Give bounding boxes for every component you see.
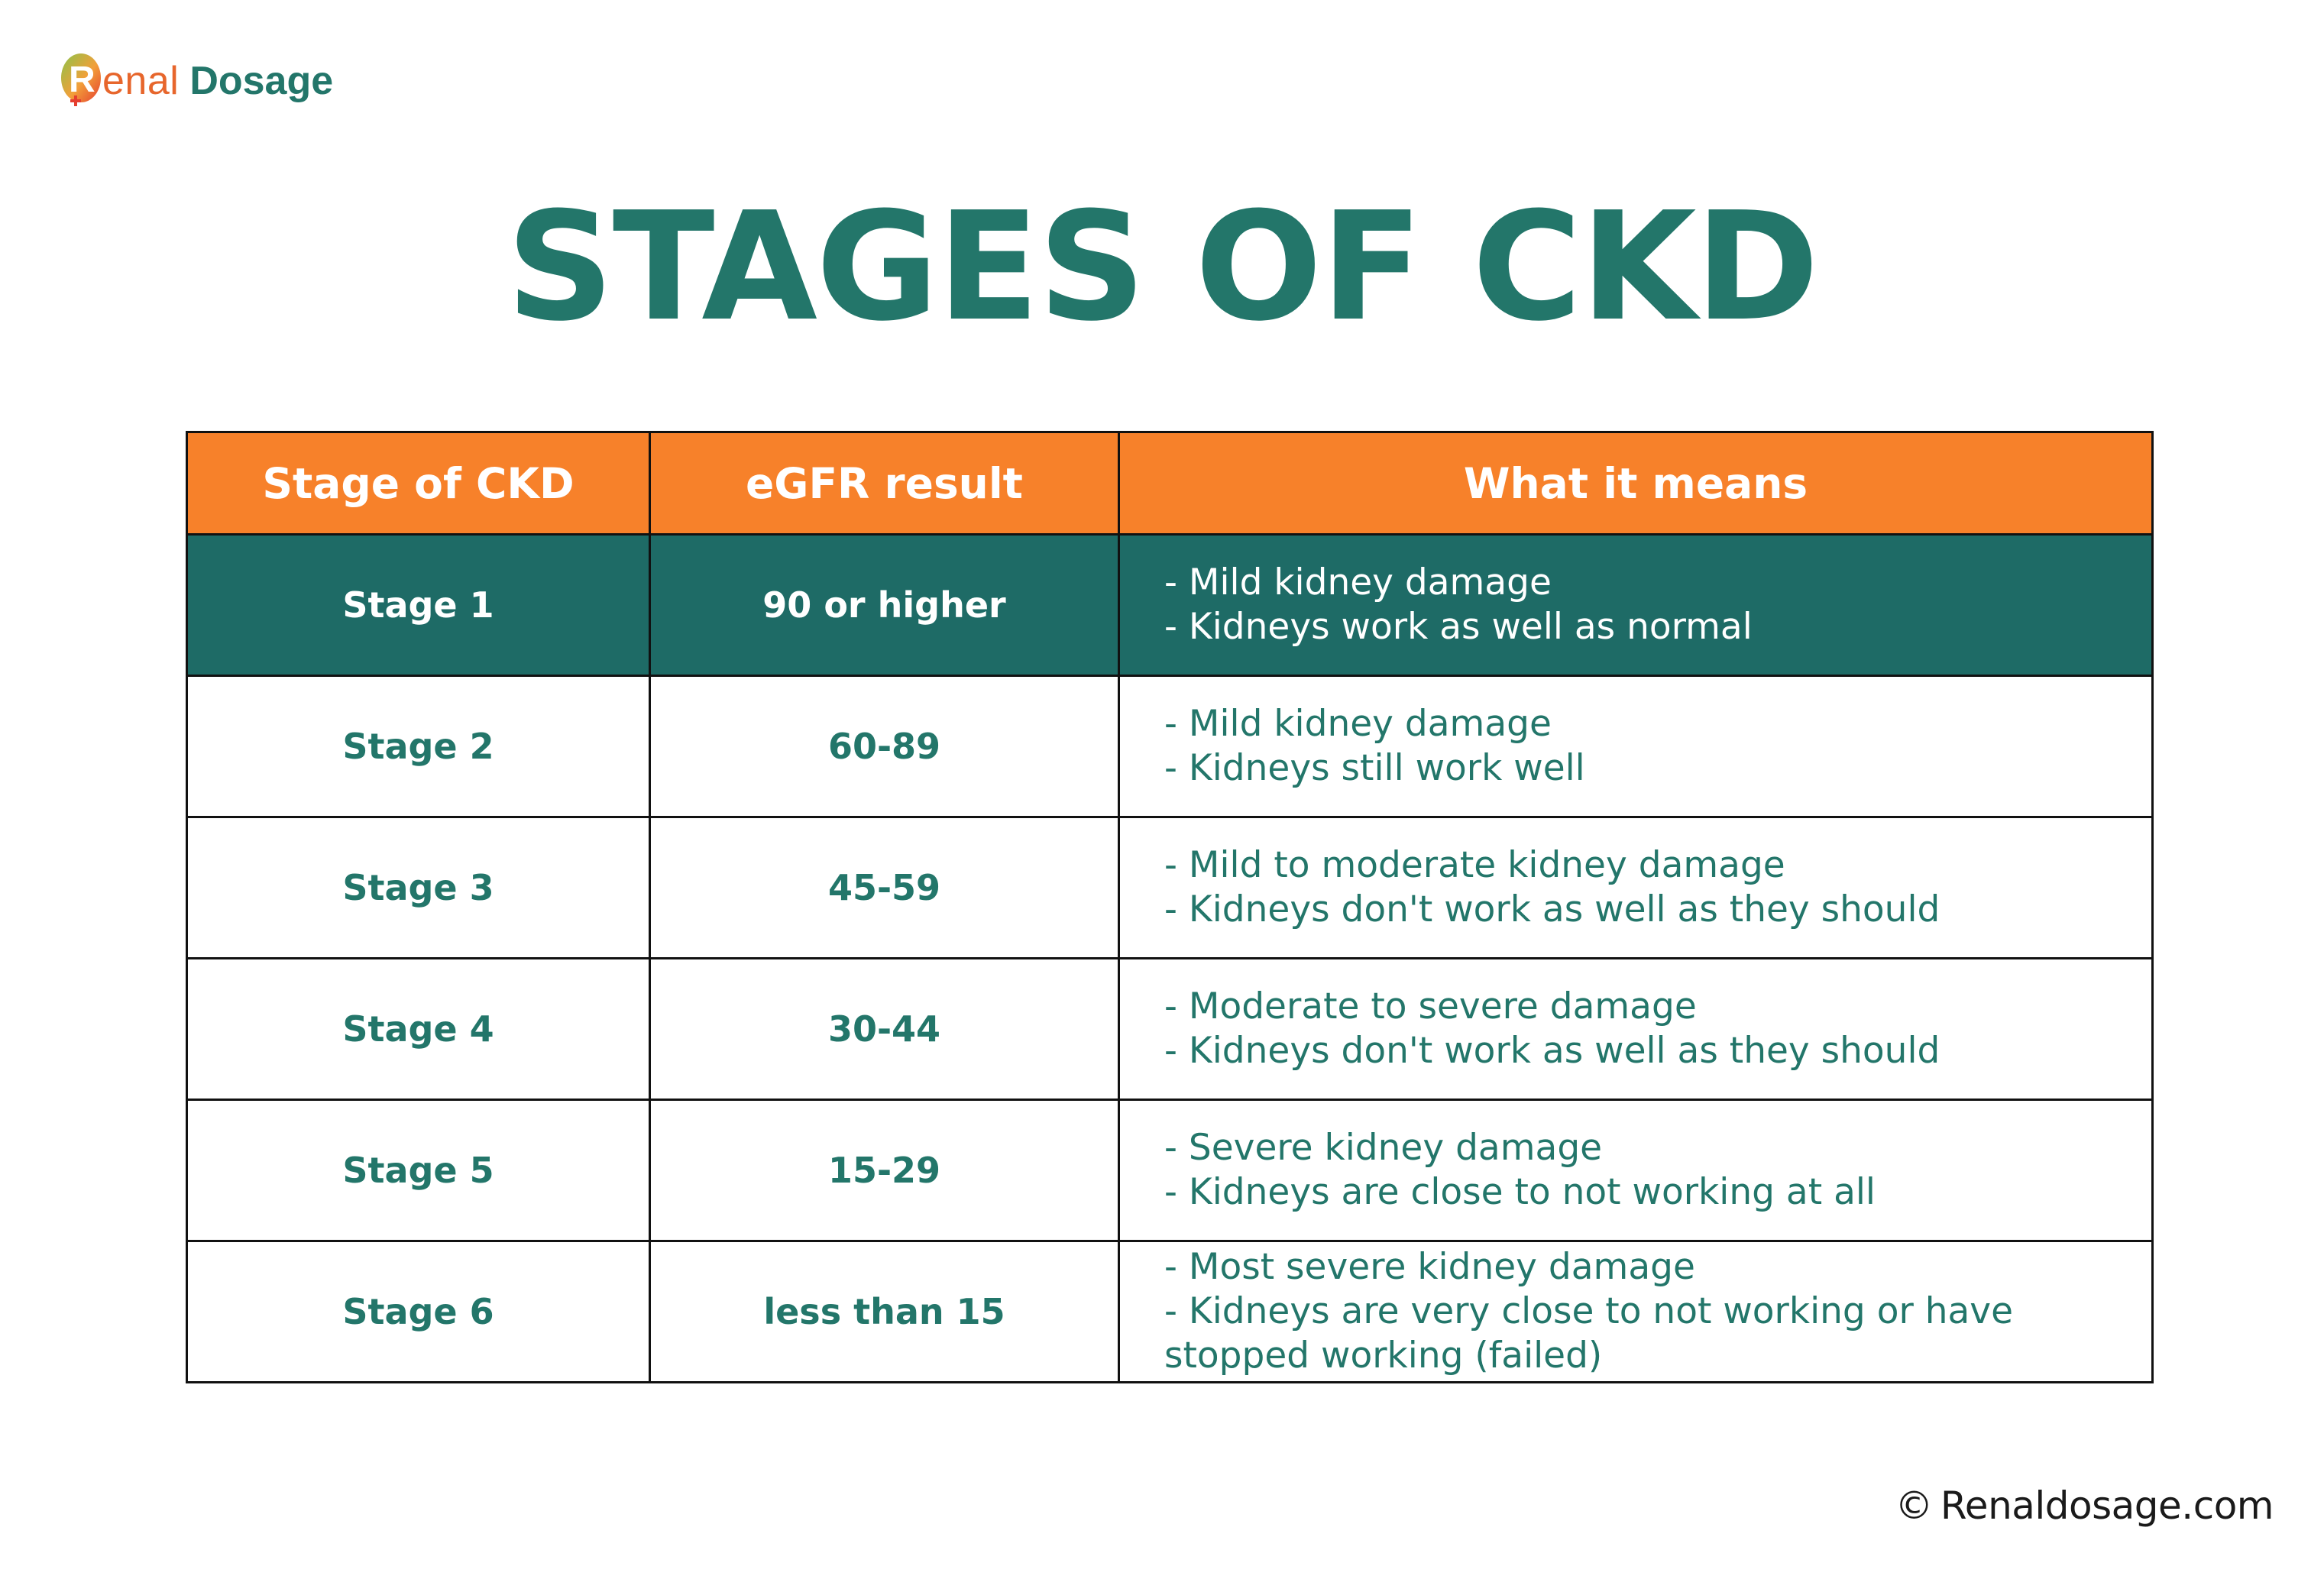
meaning-line: - Kidneys still work well — [1164, 747, 1585, 789]
meaning-line: - Mild kidney damage — [1164, 561, 1552, 603]
meaning-cell: - Moderate to severe damage - Kidneys do… — [1118, 957, 2154, 1101]
brand-logo: R enal Dosage — [58, 44, 333, 118]
meaning-line: - Mild kidney damage — [1164, 703, 1552, 745]
stage-cell: Stage 3 — [186, 816, 651, 959]
table-row: Stage 1 90 or higher - Mild kidney damag… — [186, 533, 2154, 677]
table-row: Stage 5 15-29 - Severe kidney damage - K… — [186, 1099, 2154, 1242]
egfr-cell: 45-59 — [649, 816, 1120, 959]
page-title: STAGES OF CKD — [506, 180, 1820, 354]
svg-text:R: R — [69, 60, 95, 100]
meaning-line: - Kidneys are very close to not working … — [1164, 1290, 2014, 1332]
header-meaning: What it means — [1118, 431, 2154, 536]
egfr-cell: 90 or higher — [649, 533, 1120, 677]
table-row: Stage 2 60-89 - Mild kidney damage - Kid… — [186, 675, 2154, 818]
meaning-line: - Kidneys are close to not working at al… — [1164, 1171, 1876, 1213]
meaning-cell: - Mild kidney damage - Kidneys still wor… — [1118, 675, 2154, 818]
stage-cell: Stage 4 — [186, 957, 651, 1101]
meaning-line: - Mild to moderate kidney damage — [1164, 844, 1785, 886]
table-row: Stage 6 less than 15 - Most severe kidne… — [186, 1240, 2154, 1383]
meaning-line: - Kidneys work as well as normal — [1164, 606, 1753, 648]
copyright-notice: © Renaldosage.com — [1895, 1484, 2274, 1528]
meaning-cell: - Mild to moderate kidney damage - Kidne… — [1118, 816, 2154, 959]
brand-name-renal: enal — [102, 59, 180, 103]
egfr-cell: 30-44 — [649, 957, 1120, 1101]
table-row: Stage 3 45-59 - Mild to moderate kidney … — [186, 816, 2154, 959]
copyright-icon: © — [1895, 1484, 1933, 1528]
stage-cell: Stage 5 — [186, 1099, 651, 1242]
meaning-line: - Kidneys don't work as well as they sho… — [1164, 1030, 1940, 1072]
copyright-site: Renaldosage.com — [1940, 1484, 2274, 1528]
ckd-stages-table: Stage of CKD eGFR result What it means S… — [186, 431, 2154, 1383]
stage-cell: Stage 2 — [186, 675, 651, 818]
brand-name-dosage: Dosage — [189, 59, 334, 103]
meaning-line: - Most severe kidney damage — [1164, 1246, 1695, 1288]
table-header-row: Stage of CKD eGFR result What it means — [186, 431, 2154, 536]
header-stage: Stage of CKD — [186, 431, 651, 536]
renal-logo-icon: R — [58, 49, 104, 113]
stage-cell: Stage 1 — [186, 533, 651, 677]
meaning-cell: - Severe kidney damage - Kidneys are clo… — [1118, 1099, 2154, 1242]
stage-cell: Stage 6 — [186, 1240, 651, 1383]
egfr-cell: 15-29 — [649, 1099, 1120, 1242]
meaning-cell: - Most severe kidney damage - Kidneys ar… — [1118, 1240, 2154, 1383]
egfr-cell: 60-89 — [649, 675, 1120, 818]
meaning-line: stopped working (failed) — [1164, 1335, 1603, 1377]
table-row: Stage 4 30-44 - Moderate to severe damag… — [186, 957, 2154, 1101]
meaning-line: - Moderate to severe damage — [1164, 985, 1697, 1027]
meaning-cell: - Mild kidney damage - Kidneys work as w… — [1118, 533, 2154, 677]
meaning-line: - Kidneys don't work as well as they sho… — [1164, 888, 1940, 930]
meaning-line: - Severe kidney damage — [1164, 1127, 1603, 1169]
egfr-cell: less than 15 — [649, 1240, 1120, 1383]
header-egfr: eGFR result — [649, 431, 1120, 536]
